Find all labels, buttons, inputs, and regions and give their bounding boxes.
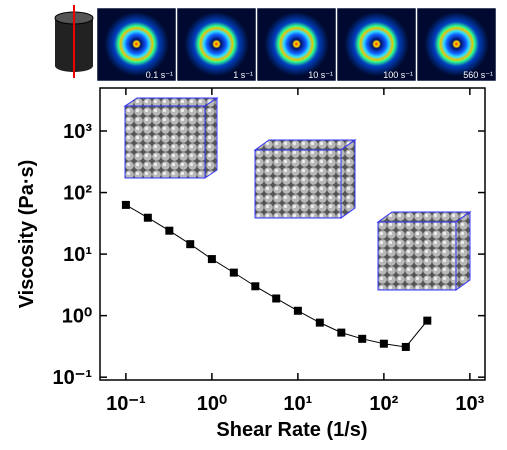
- x-tick-label: 10⁻¹: [106, 393, 146, 415]
- diffraction-pattern: [425, 12, 489, 76]
- x-tick-label: 10²: [369, 393, 398, 415]
- panel-label: 100 s⁻¹: [383, 70, 413, 80]
- data-point: [294, 307, 302, 315]
- data-point: [316, 319, 324, 327]
- panel-label: 10 s⁻¹: [308, 70, 333, 80]
- data-point: [165, 227, 173, 235]
- x-axis-label: Shear Rate (1/s): [216, 419, 367, 441]
- chart: 0.1 s⁻¹ 1 s⁻¹ 10 s⁻¹ 100 s⁻¹ 560 s⁻¹ Shear R…: [0, 0, 507, 445]
- rheometer-icon: [55, 5, 93, 78]
- x-tick-label: 10³: [455, 393, 484, 415]
- y-tick-label: 10²: [63, 183, 92, 205]
- panel-label: 560 s⁻¹: [463, 70, 493, 80]
- data-point: [251, 282, 259, 290]
- diffraction-strip: 0.1 s⁻¹ 1 s⁻¹ 10 s⁻¹ 100 s⁻¹ 560 s⁻¹: [97, 8, 496, 81]
- panel-label: 1 s⁻¹: [233, 70, 253, 80]
- y-tick-label: 10³: [63, 121, 92, 143]
- y-axis-label: Viscosity (Pa·s): [16, 160, 38, 309]
- y-tick-label: 10⁻¹: [53, 367, 93, 389]
- diffraction-pattern: [185, 12, 249, 76]
- data-point: [337, 329, 345, 337]
- data-point: [186, 240, 194, 248]
- diffraction-pattern: [105, 12, 169, 76]
- data-point: [358, 335, 366, 343]
- diffraction-pattern: [345, 12, 409, 76]
- x-tick-label: 10⁰: [197, 393, 227, 415]
- data-point: [402, 343, 410, 351]
- data-point: [272, 294, 280, 302]
- x-tick-label: 10¹: [283, 393, 312, 415]
- panel-label: 0.1 s⁻¹: [146, 70, 173, 80]
- diffraction-pattern: [265, 12, 329, 76]
- data-point: [380, 340, 388, 348]
- y-tick-label: 10¹: [63, 244, 92, 266]
- data-point: [208, 255, 216, 263]
- data-point: [144, 214, 152, 222]
- data-point: [122, 201, 130, 209]
- data-point: [423, 317, 431, 325]
- y-tick-label: 10⁰: [62, 306, 92, 328]
- particle-insets: [125, 98, 470, 290]
- data-point: [230, 269, 238, 277]
